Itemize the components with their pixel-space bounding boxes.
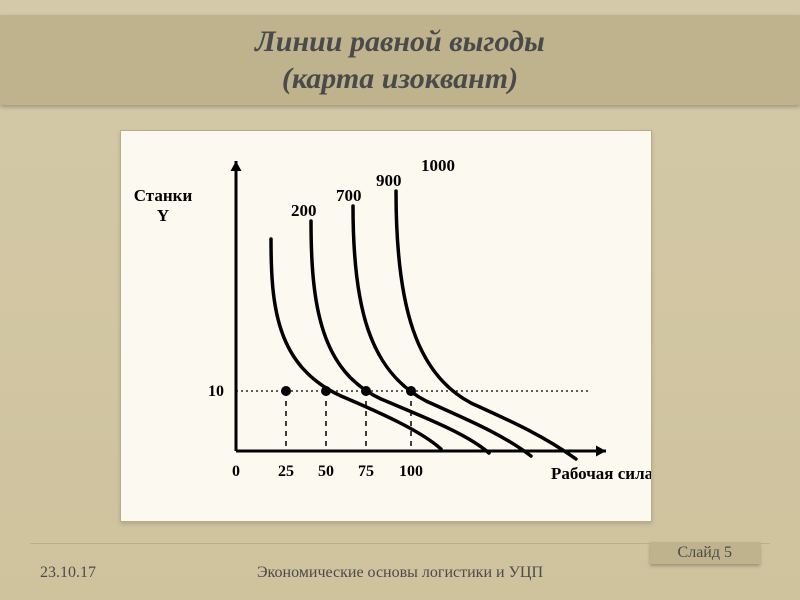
footer: 23.10.17 Экономические основы логистики … [0, 550, 800, 590]
slide-number-badge: Слайд 5 [650, 542, 760, 564]
y-axis-label: Y [157, 206, 169, 225]
curve-value-label: 900 [376, 171, 402, 190]
chart-container: 200 700 900 1000 0 25 50 75 100 10 СтанкиY Рабочая … [120, 130, 652, 522]
title-line-1: Линии равной выгоды [255, 25, 545, 58]
x-tick-label: 0 [232, 463, 240, 480]
slide: Линии равной выгоды (карта изоквант) 200… [0, 0, 800, 600]
x-axis-arrow [596, 446, 606, 457]
y-tick-label: 10 [208, 383, 224, 400]
isoquant-curve [396, 191, 576, 459]
x-tick-label: 75 [358, 463, 374, 480]
isoquant-chart: 200 700 900 1000 0 25 50 75 100 10 СтанкиY Рабочая … [121, 131, 651, 521]
y-axis-arrow [231, 161, 242, 171]
title-line-2: (карта изоквант) [282, 62, 518, 95]
x-tick-label: 25 [278, 463, 294, 480]
x-axis-label: Рабочая сила X [551, 464, 651, 483]
slide-title: Линии равной выгоды (карта изоквант) [255, 23, 545, 98]
curve-value-label: 700 [336, 186, 362, 205]
y-axis-label: Станки [134, 186, 193, 205]
x-tick-label: 50 [318, 463, 334, 480]
curve-value-label: 200 [291, 201, 317, 220]
intersection-dot [281, 386, 291, 396]
title-band: Линии равной выгоды (карта изоквант) [0, 15, 800, 105]
footer-subtitle: Экономические основы логистики и УЦП [0, 564, 800, 582]
x-tick-label: 100 [399, 463, 423, 480]
curve-value-label: 1000 [421, 156, 455, 175]
